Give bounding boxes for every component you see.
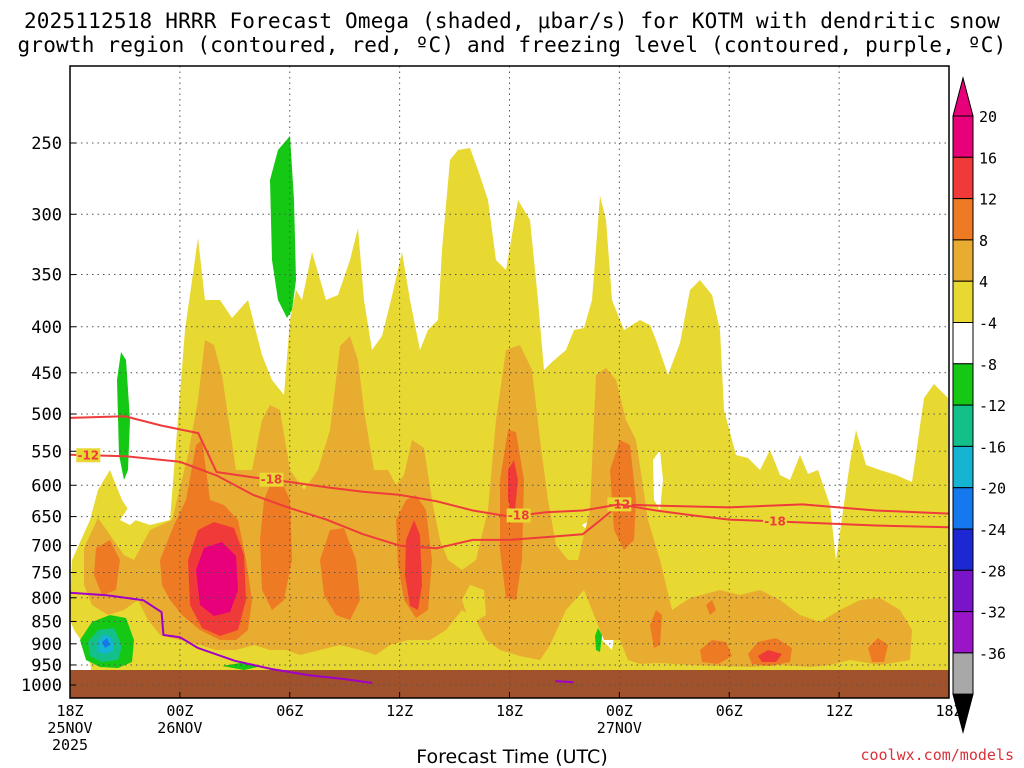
omega-region-12 bbox=[700, 640, 732, 664]
contour-lines: -12-12-18-18 -18 bbox=[70, 415, 949, 684]
omega-region-4 bbox=[462, 585, 486, 625]
x-tick-date: 27NOV bbox=[597, 719, 642, 737]
contour-label: -18 bbox=[764, 514, 786, 528]
colorbar-swatch bbox=[952, 569, 974, 613]
contour-label: -12 bbox=[77, 448, 99, 462]
contour-label: -18 bbox=[261, 473, 283, 487]
omega-region-minus20 bbox=[102, 638, 110, 648]
x-tick-label: 06Z bbox=[716, 702, 743, 720]
chart-title-line2: growth region (contoured, red, ºC) and f… bbox=[17, 33, 1007, 57]
colorbar-label: -28 bbox=[979, 562, 1006, 580]
omega-region-12 bbox=[706, 600, 716, 615]
colorbar-label: 8 bbox=[979, 232, 988, 250]
omega-region-16 bbox=[508, 460, 518, 520]
omega-region-12 bbox=[650, 610, 662, 648]
colorbar-swatch bbox=[952, 652, 974, 695]
omega-region-12 bbox=[610, 440, 636, 550]
y-tick-label: 700 bbox=[31, 537, 62, 557]
colorbar-swatch bbox=[952, 404, 974, 447]
colorbar-bottom-arrow bbox=[952, 693, 974, 735]
x-tick-label: 12Z bbox=[386, 702, 413, 720]
chart-title-line1: 2025112518 HRRR Forecast Omega (shaded, … bbox=[23, 9, 1001, 33]
colorbar-swatch bbox=[952, 239, 974, 282]
x-tick-label: 00Z bbox=[166, 702, 193, 720]
y-tick-label: 650 bbox=[31, 508, 62, 528]
colorbar-swatch bbox=[952, 115, 974, 158]
contour-label: -18 bbox=[508, 509, 530, 523]
y-axis: 250 300 350 400 450 500 550 600 650 700 750 800 850 9… bbox=[21, 134, 76, 696]
colorbar-label: -8 bbox=[979, 356, 997, 374]
contour-label-bg bbox=[76, 448, 101, 463]
y-tick-label: 750 bbox=[31, 564, 62, 584]
omega-region-minus4-hole bbox=[120, 490, 150, 525]
y-tick-label: 500 bbox=[31, 405, 62, 425]
colorbar-label: -24 bbox=[979, 521, 1006, 539]
y-tick-label: 900 bbox=[31, 635, 62, 655]
omega-region-8 bbox=[84, 336, 912, 667]
y-tick-label: 300 bbox=[31, 205, 62, 225]
x-tick-label: 06Z bbox=[276, 702, 303, 720]
colorbar-label: 4 bbox=[979, 273, 988, 291]
omega-region-12 bbox=[94, 540, 120, 595]
colorbar-label: -32 bbox=[979, 604, 1006, 622]
omega-shading bbox=[70, 136, 949, 698]
omega-region-minus8 bbox=[595, 628, 602, 652]
grid-lines bbox=[70, 66, 949, 698]
colorbar-swatch bbox=[952, 198, 974, 241]
y-tick-label: 400 bbox=[31, 318, 62, 338]
contour-label-bg bbox=[763, 514, 788, 529]
x-tick-date: 25NOV bbox=[47, 719, 92, 737]
y-tick-label: 350 bbox=[31, 266, 62, 286]
omega-region-12 bbox=[260, 478, 292, 610]
contour-label-bg bbox=[259, 472, 284, 487]
colorbar-top-arrow bbox=[952, 76, 974, 117]
omega-region-16 bbox=[758, 650, 782, 662]
freezing-level-contour bbox=[555, 680, 574, 684]
dendritic-contour bbox=[70, 415, 949, 529]
y-tick-label: 550 bbox=[31, 442, 62, 462]
colorbar-swatch bbox=[952, 611, 974, 654]
x-tick-label: 18Z bbox=[496, 702, 523, 720]
x-tick-date: 26NOV bbox=[157, 719, 202, 737]
y-tick-label: 800 bbox=[31, 589, 62, 609]
dendritic-contour bbox=[70, 453, 949, 550]
x-tick-year: 2025 bbox=[52, 736, 88, 754]
y-tick-label: 850 bbox=[31, 612, 62, 632]
x-tick-label: 00Z bbox=[606, 702, 633, 720]
freezing-level-contour bbox=[70, 591, 373, 684]
colorbar: 20 16 12 8 4 -4 -8 -12 -16 -20 -24 -28 -32 -36 bbox=[952, 76, 1006, 735]
colorbar-swatch bbox=[952, 363, 974, 406]
y-tick-label: 250 bbox=[31, 134, 62, 154]
colorbar-swatch bbox=[952, 528, 974, 571]
omega-region-16 bbox=[405, 520, 422, 610]
omega-region-20 bbox=[196, 542, 238, 616]
x-axis-title: Forecast Time (UTC) bbox=[416, 746, 608, 768]
colorbar-label: 12 bbox=[979, 191, 997, 209]
y-tick-label: 600 bbox=[31, 476, 62, 496]
colorbar-swatch bbox=[952, 322, 974, 365]
colorbar-swatch bbox=[952, 487, 974, 530]
colorbar-label: -4 bbox=[979, 315, 997, 333]
colorbar-swatch bbox=[952, 156, 974, 200]
y-tick-label: 950 bbox=[31, 656, 62, 676]
colorbar-swatch bbox=[952, 280, 974, 324]
colorbar-label: -16 bbox=[979, 438, 1006, 456]
colorbar-label: -20 bbox=[979, 480, 1006, 498]
y-tick-label: 1000 bbox=[21, 676, 62, 696]
x-tick-label: 18Z bbox=[56, 702, 83, 720]
colorbar-label: 16 bbox=[979, 149, 997, 167]
colorbar-label: -36 bbox=[979, 645, 1006, 663]
colorbar-swatch bbox=[952, 445, 974, 489]
x-tick-label: 12Z bbox=[826, 702, 853, 720]
credit-link[interactable]: coolwx.com/models bbox=[860, 746, 1014, 764]
contour-label-bg bbox=[506, 508, 531, 523]
omega-region-12 bbox=[320, 528, 360, 620]
omega-region-minus4-hole bbox=[653, 450, 663, 510]
colorbar-label: -12 bbox=[979, 397, 1006, 415]
colorbar-label: 20 bbox=[979, 108, 997, 126]
y-tick-label: 450 bbox=[31, 364, 62, 384]
